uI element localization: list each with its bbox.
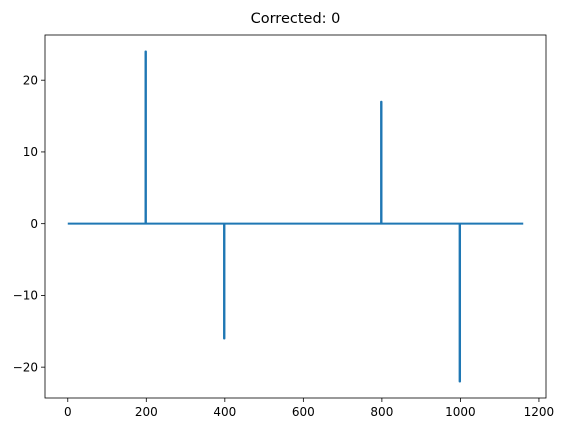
x-tick-label: 600 — [292, 405, 315, 419]
x-tick-label: 200 — [135, 405, 158, 419]
plot-frame — [44, 34, 547, 399]
x-tick-label: 800 — [370, 405, 393, 419]
x-tick-label: 1200 — [524, 405, 555, 419]
y-tick-label: −10 — [13, 289, 38, 303]
y-tick-label: 10 — [23, 145, 38, 159]
x-axis: 0 200 400 600 800 1000 1200 — [64, 398, 554, 419]
plot-area — [67, 50, 524, 383]
y-tick-label: 20 — [23, 73, 38, 87]
x-tick-label: 400 — [213, 405, 236, 419]
series-line-0 — [67, 50, 524, 383]
y-tick-label: −20 — [13, 360, 38, 374]
chart-title: Corrected: 0 — [251, 11, 341, 27]
y-tick-label: 0 — [30, 217, 38, 231]
y-axis: −20 −10 0 10 20 — [13, 73, 45, 374]
x-tick-label: 0 — [64, 405, 72, 419]
x-tick-label: 1000 — [445, 405, 476, 419]
